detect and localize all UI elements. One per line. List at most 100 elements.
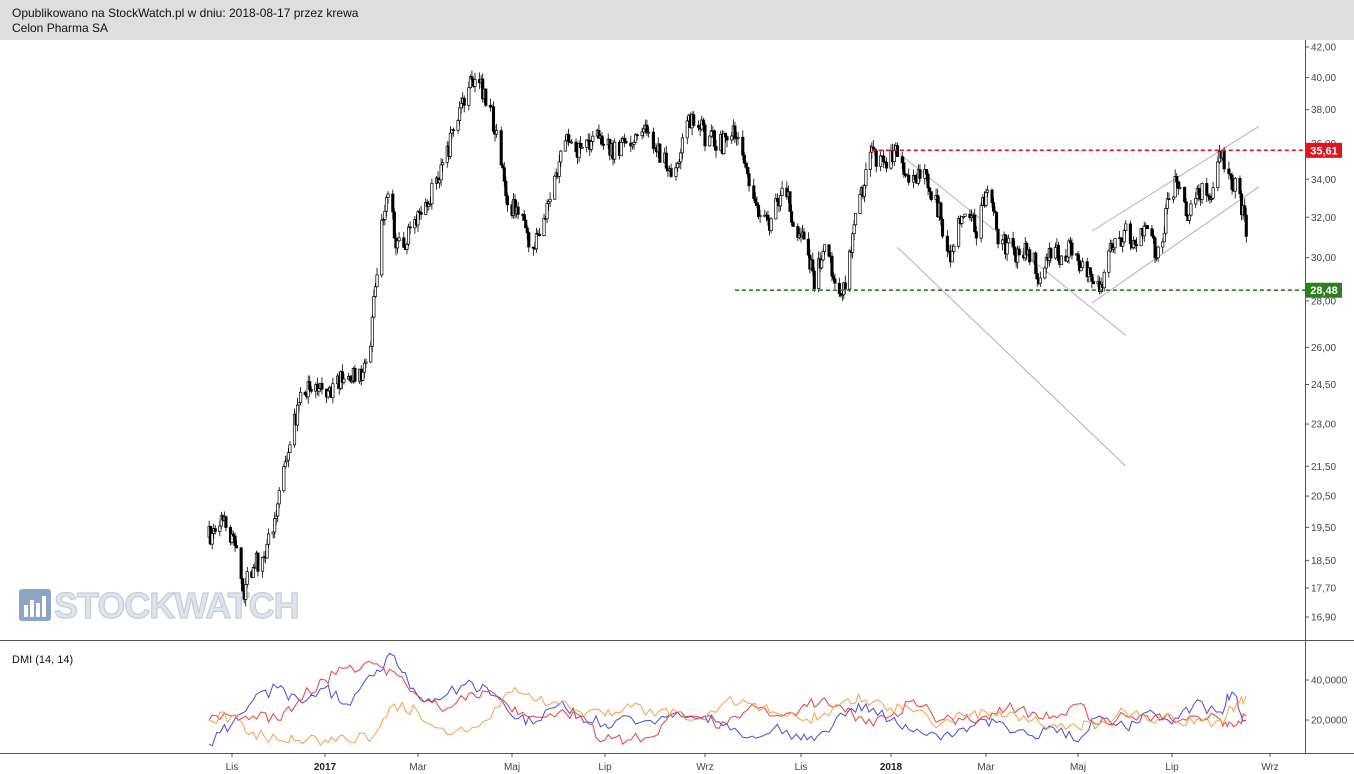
candle-body-down	[600, 135, 604, 145]
candle-body-up	[569, 141, 574, 144]
candle-body-up	[317, 388, 321, 392]
candle	[622, 133, 626, 148]
candle-body-up	[364, 361, 368, 364]
candle-body-up	[416, 211, 420, 226]
candle-body-down	[725, 136, 729, 141]
candle-body-down	[470, 76, 474, 80]
time-tick-label: Lip	[1165, 762, 1179, 773]
candle-body-up	[245, 571, 249, 585]
indicator-label: DMI (14, 14)	[12, 654, 73, 666]
candle-body-up	[467, 87, 471, 106]
dmi-line-minus	[208, 660, 1247, 746]
candle-body-up	[708, 135, 712, 147]
price-tick-label: 28,00	[1311, 296, 1336, 307]
candle-body-up	[342, 378, 346, 383]
candle	[235, 540, 239, 549]
time-tick-label: 2018	[880, 762, 903, 773]
candle	[952, 243, 956, 254]
candle	[939, 201, 943, 226]
candle-body-up	[1065, 256, 1069, 262]
candle	[397, 232, 401, 243]
candle	[408, 221, 412, 235]
candle	[902, 156, 906, 178]
candle-body-down	[766, 214, 770, 221]
candle	[260, 556, 265, 578]
candle-body-up	[820, 259, 824, 269]
candle-body-up	[405, 243, 409, 250]
candle-body-down	[940, 218, 945, 237]
time-axis-ticks: Lis 2017 Mar Maj Lip Wrz Lis 2018 Mar Maj Lip Wrz	[226, 753, 1279, 773]
candle	[309, 386, 313, 394]
candle	[714, 140, 718, 158]
candle-body-down	[1128, 223, 1132, 245]
candle	[963, 213, 967, 217]
candle-body-down	[624, 140, 628, 144]
candle-body-down	[451, 129, 455, 132]
candle-body-down	[945, 235, 949, 252]
candle-body-up	[823, 244, 827, 252]
candle-body-down	[1028, 249, 1032, 263]
candle	[679, 148, 683, 170]
candle	[827, 244, 831, 258]
candle	[817, 251, 821, 293]
candle-body-down	[320, 382, 324, 390]
candle-body-up	[260, 557, 265, 572]
time-tick-label: Maj	[1070, 762, 1086, 773]
candle	[1102, 269, 1106, 292]
candle	[1145, 225, 1149, 230]
candle	[1238, 175, 1242, 199]
candle-body-up	[1165, 198, 1169, 209]
candle	[1091, 277, 1095, 285]
candle-body-up	[458, 107, 462, 121]
candle	[722, 130, 726, 155]
candle-body-down	[353, 367, 357, 382]
price-tick-label: 20,50	[1311, 492, 1336, 503]
time-tick-label: Lip	[598, 762, 612, 773]
candle	[375, 267, 379, 288]
candle-body-up	[267, 533, 271, 545]
candle-body-down	[701, 119, 705, 126]
candle-body-up	[821, 251, 825, 261]
candle	[692, 110, 696, 127]
candle-body-up	[534, 233, 538, 250]
candle-body-up	[397, 237, 401, 242]
candle-body-up	[369, 345, 373, 363]
candle-body-down	[601, 143, 606, 146]
candle-body-down	[1243, 205, 1247, 216]
candle	[778, 190, 783, 212]
candle	[651, 127, 655, 154]
candle-body-down	[658, 143, 662, 163]
candle-body-down	[995, 211, 999, 230]
candle-body-up	[1005, 242, 1009, 255]
candle-body-down	[502, 167, 506, 182]
candle-body-down	[669, 168, 673, 177]
candle-body-up	[591, 135, 595, 142]
candle	[703, 122, 707, 152]
candle	[957, 215, 961, 249]
price-tick-label: 24,50	[1311, 380, 1336, 391]
publication-info: Opublikowano na StockWatch.pl w dniu: 20…	[12, 6, 359, 20]
candle-body-up	[851, 233, 855, 253]
candle	[851, 232, 855, 259]
candle-body-down	[882, 155, 886, 162]
candle	[1007, 234, 1011, 244]
candle-body-down	[812, 270, 816, 289]
chart-header: Opublikowano na StockWatch.pl w dniu: 20…	[0, 0, 1354, 40]
candle	[591, 130, 595, 146]
price-tick-label: 42,00	[1311, 43, 1336, 54]
candle	[1107, 248, 1111, 278]
candle-body-up	[430, 182, 434, 205]
candle	[559, 149, 563, 168]
candle-body-down	[926, 173, 930, 189]
candle-body-up	[646, 131, 651, 134]
candle	[1216, 156, 1220, 192]
resistance-badge-label: 35,61	[1310, 145, 1338, 157]
candle-body-up	[277, 490, 281, 505]
candle-body-down	[504, 180, 508, 197]
candle-body-up	[373, 286, 377, 297]
candle-body-up	[548, 198, 552, 203]
candle-body-down	[900, 156, 904, 164]
candle	[566, 128, 570, 147]
candle-body-down	[712, 130, 716, 147]
candle-body-down	[391, 193, 395, 213]
